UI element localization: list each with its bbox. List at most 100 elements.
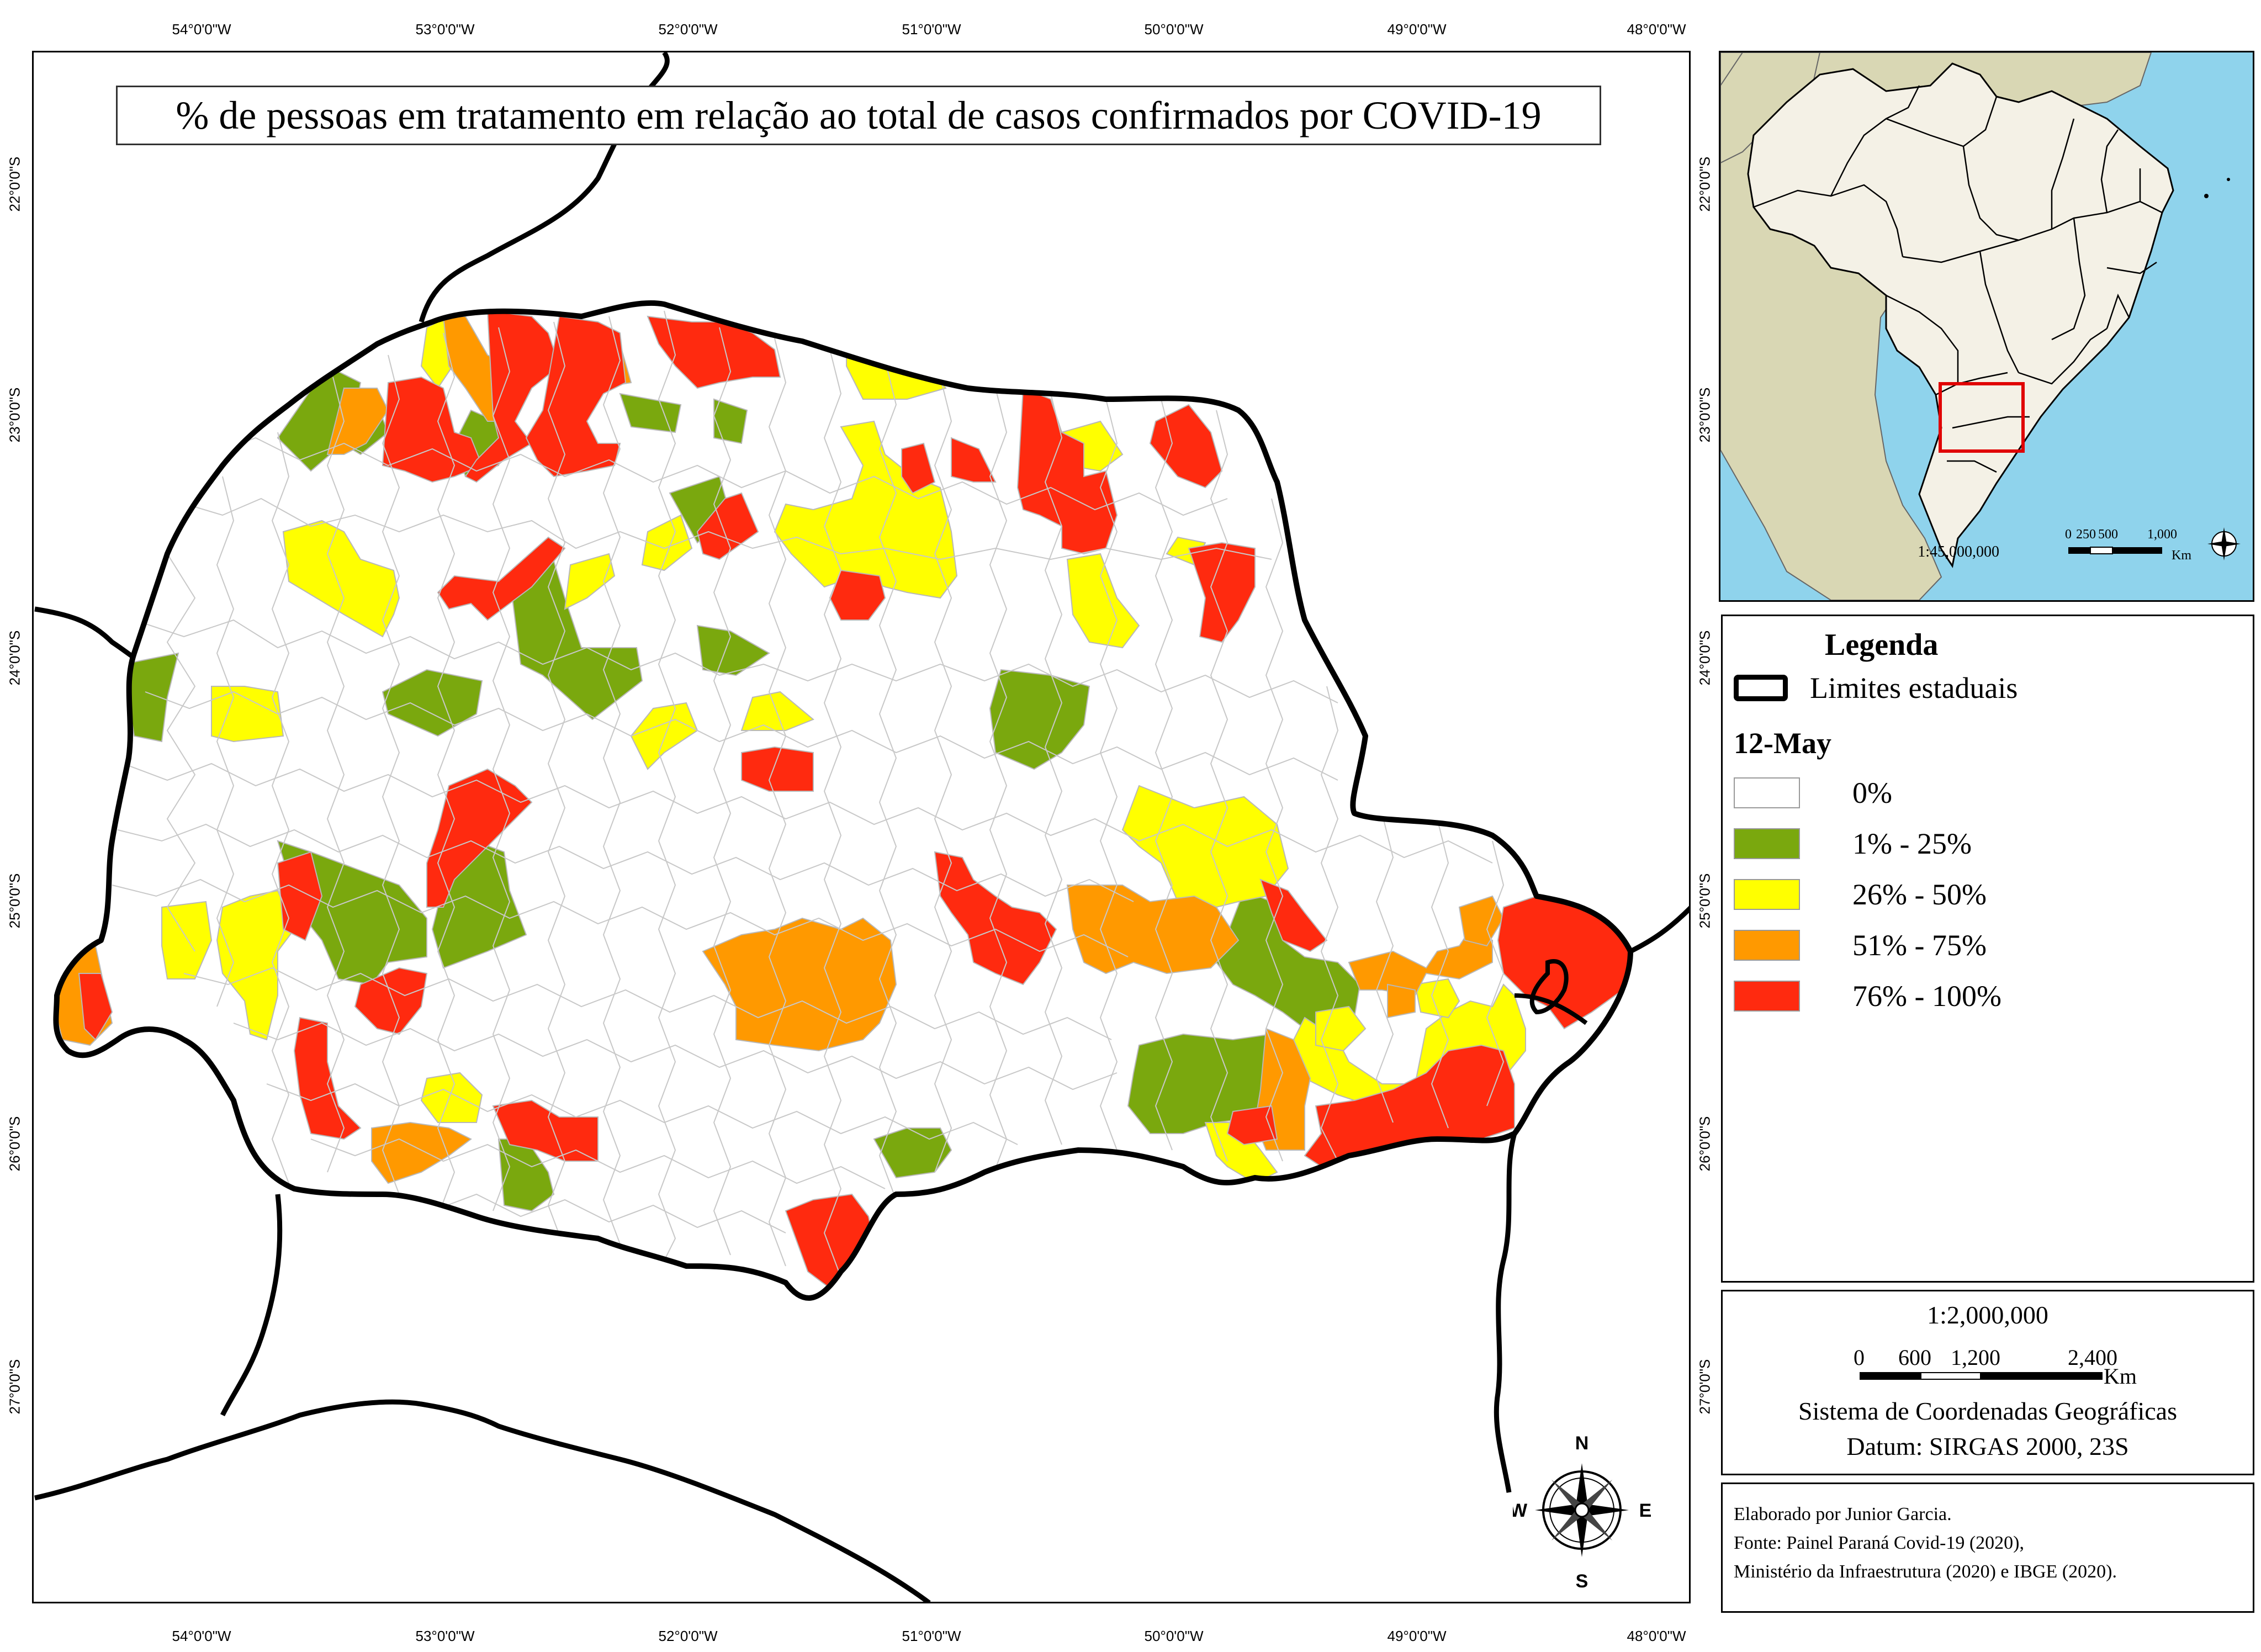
scale-tick-2400: 2,400	[2068, 1345, 2117, 1370]
credit-author: Elaborado por Junior Garcia.	[1734, 1504, 1952, 1524]
legend-item-state-limits: Limites estaduais	[1734, 671, 2018, 705]
municipality[interactable]	[1414, 978, 1460, 1019]
municipality[interactable]	[901, 442, 936, 494]
municipality[interactable]	[564, 553, 616, 610]
municipality[interactable]	[525, 315, 627, 478]
inset-scale-bar	[2068, 547, 2162, 554]
municipality[interactable]	[1315, 1005, 1367, 1052]
lat-label-left: 22°0'0"S	[6, 156, 23, 212]
lat-label-left: 23°0'0"S	[6, 387, 23, 443]
municipality[interactable]	[293, 1016, 362, 1140]
lon-label-top: 48°0'0"W	[1627, 21, 1686, 38]
state-boundary	[53, 300, 1633, 1301]
municipality[interactable]	[382, 669, 483, 737]
legend-label: 51% - 75%	[1852, 929, 1987, 962]
brazil-shape	[1747, 62, 2174, 568]
lon-label-top: 53°0'0"W	[415, 21, 475, 38]
municipality[interactable]	[934, 851, 1057, 986]
lat-label-left: 27°0'0"S	[6, 1359, 23, 1415]
class-76-100	[78, 310, 1631, 1289]
municipality[interactable]	[713, 398, 748, 444]
legend-label: 0%	[1852, 776, 1892, 809]
legend-swatch	[1734, 879, 1800, 910]
municipality[interactable]	[1121, 785, 1289, 908]
legend-panel: Legenda Limites estaduais 12-May 0% 1% -…	[1721, 615, 2254, 1283]
credits-panel: Elaborado por Junior Garcia. Fonte: Pain…	[1721, 1482, 2254, 1613]
inset-location-map[interactable]: 1:45,000,000 0 250 500 1,000 Km	[1719, 51, 2254, 602]
lon-label-bottom: 50°0'0"W	[1144, 1628, 1204, 1644]
lon-label-bottom: 49°0'0"W	[1387, 1628, 1447, 1644]
lon-label-top: 49°0'0"W	[1387, 21, 1447, 38]
legend-swatch	[1734, 828, 1800, 859]
scale-panel: 1:2,000,000 0 600 1,200 2,400 Km Sistema…	[1721, 1290, 2254, 1475]
lat-label-left: 25°0'0"S	[6, 873, 23, 929]
legend-boundary-label: Limites estaduais	[1810, 671, 2018, 705]
lon-label-top: 50°0'0"W	[1144, 21, 1204, 38]
compass-s: S	[1576, 1571, 1588, 1590]
bay-outline	[1514, 959, 1588, 1025]
study-area-highlight	[1939, 382, 2025, 453]
municipality[interactable]	[1259, 878, 1328, 952]
legend-item-1: 1% - 25%	[1734, 827, 1972, 860]
municipality[interactable]	[702, 917, 897, 1052]
municipality[interactable]	[326, 388, 389, 455]
municipality[interactable]	[211, 686, 284, 743]
municipality[interactable]	[509, 542, 643, 721]
scale-bar	[1860, 1372, 2103, 1380]
municipality[interactable]	[1066, 553, 1140, 649]
municipality[interactable]	[371, 1121, 472, 1184]
municipality[interactable]	[741, 746, 814, 792]
compass-rose-icon: N S W E	[1510, 1433, 1651, 1592]
municipality[interactable]	[1458, 895, 1505, 947]
municipality[interactable]	[161, 901, 213, 979]
scale-ratio: 1:2,000,000	[1927, 1301, 2048, 1329]
neighbor-state-limits	[34, 52, 1689, 1602]
lat-label-right: 27°0'0"S	[1696, 1359, 1713, 1415]
main-map-frame[interactable]	[32, 51, 1691, 1603]
municipality[interactable]	[951, 437, 997, 483]
municipality[interactable]	[78, 973, 113, 1041]
credit-source: Fonte: Painel Paraná Covid-19 (2020),	[1734, 1533, 2024, 1553]
credit-source-cont: Ministério da Infraestrutura (2020) e IB…	[1734, 1561, 2117, 1582]
municipality[interactable]	[829, 569, 886, 621]
class-26-50	[161, 315, 1526, 1184]
municipality[interactable]	[740, 691, 814, 731]
municipality[interactable]	[1066, 885, 1240, 975]
municipality[interactable]	[282, 520, 400, 638]
compass-n: N	[1575, 1433, 1589, 1454]
municipality[interactable]	[464, 310, 560, 483]
municipality[interactable]	[619, 393, 682, 433]
inset-svg: 1:45,000,000 0 250 500 1,000 Km	[1720, 52, 2253, 600]
municipality[interactable]	[1226, 1105, 1278, 1146]
lon-label-top: 54°0'0"W	[172, 21, 231, 38]
municipality[interactable]	[437, 536, 566, 621]
municipality[interactable]	[846, 332, 947, 400]
municipalities	[56, 310, 1631, 1289]
municipality[interactable]	[1387, 983, 1416, 1019]
lat-label-left: 26°0'0"S	[6, 1116, 23, 1172]
lon-label-bottom: 51°0'0"W	[902, 1628, 961, 1644]
municipality[interactable]	[641, 514, 693, 571]
compass-w: W	[1513, 1500, 1528, 1521]
municipality[interactable]	[420, 1072, 483, 1123]
legend-item-2: 26% - 50%	[1734, 878, 1987, 911]
municipality[interactable]	[696, 492, 759, 560]
crs-name: Sistema de Coordenadas Geográficas	[1798, 1397, 2177, 1425]
compass-e: E	[1639, 1500, 1651, 1521]
municipality[interactable]	[354, 967, 428, 1035]
legend-date: 12-May	[1734, 727, 1831, 760]
brazil-states	[1753, 85, 2163, 473]
lat-label-right: 23°0'0"S	[1696, 387, 1713, 443]
municipality[interactable]	[1304, 1044, 1515, 1168]
inset-compass-icon	[2207, 527, 2241, 560]
parana-map	[34, 52, 1689, 1602]
legend-label: 1% - 25%	[1852, 827, 1972, 860]
inset-scale-ratio: 1:45,000,000	[1918, 543, 1999, 560]
municipality[interactable]	[696, 624, 770, 676]
scale-unit: Km	[2104, 1364, 2137, 1389]
municipality[interactable]	[1188, 542, 1256, 643]
inset-scale-tick: 250	[2076, 527, 2096, 542]
legend-title: Legenda	[1825, 628, 1939, 662]
legend-swatch	[1734, 981, 1800, 1012]
municipality[interactable]	[989, 669, 1090, 770]
